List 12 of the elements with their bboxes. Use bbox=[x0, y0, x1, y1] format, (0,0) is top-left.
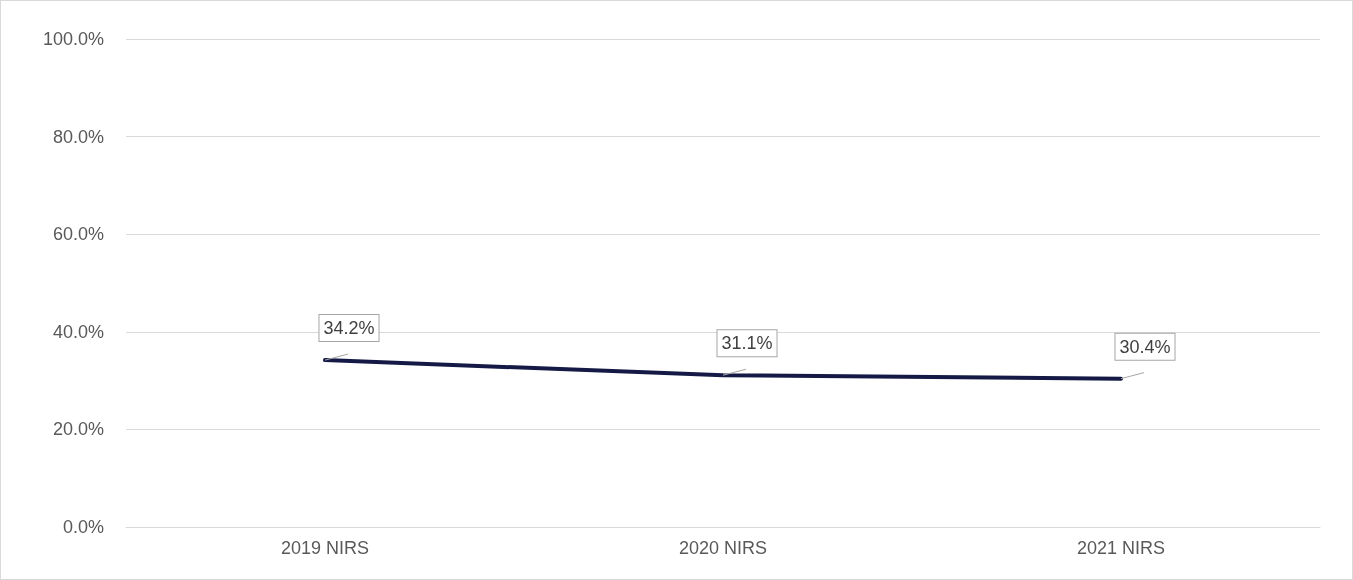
x-tick-label: 2021 NIRS bbox=[1076, 538, 1166, 558]
y-tick-label: 20.0% bbox=[52, 419, 104, 440]
data-label: 31.1% bbox=[721, 333, 773, 354]
x-tick-label: 2019 NIRS bbox=[280, 538, 370, 558]
y-tick-label: 100.0% bbox=[42, 29, 104, 49]
y-tick-label: 80.0% bbox=[52, 126, 104, 147]
y-tick-label: 40.0% bbox=[52, 321, 104, 342]
data-label: 30.4% bbox=[1119, 336, 1171, 357]
y-tick-label: 60.0% bbox=[52, 224, 104, 245]
x-tick-label: 2020 NIRS bbox=[678, 538, 768, 558]
data-label: 34.2% bbox=[323, 318, 375, 339]
y-tick-label: 0.0% bbox=[62, 517, 104, 537]
